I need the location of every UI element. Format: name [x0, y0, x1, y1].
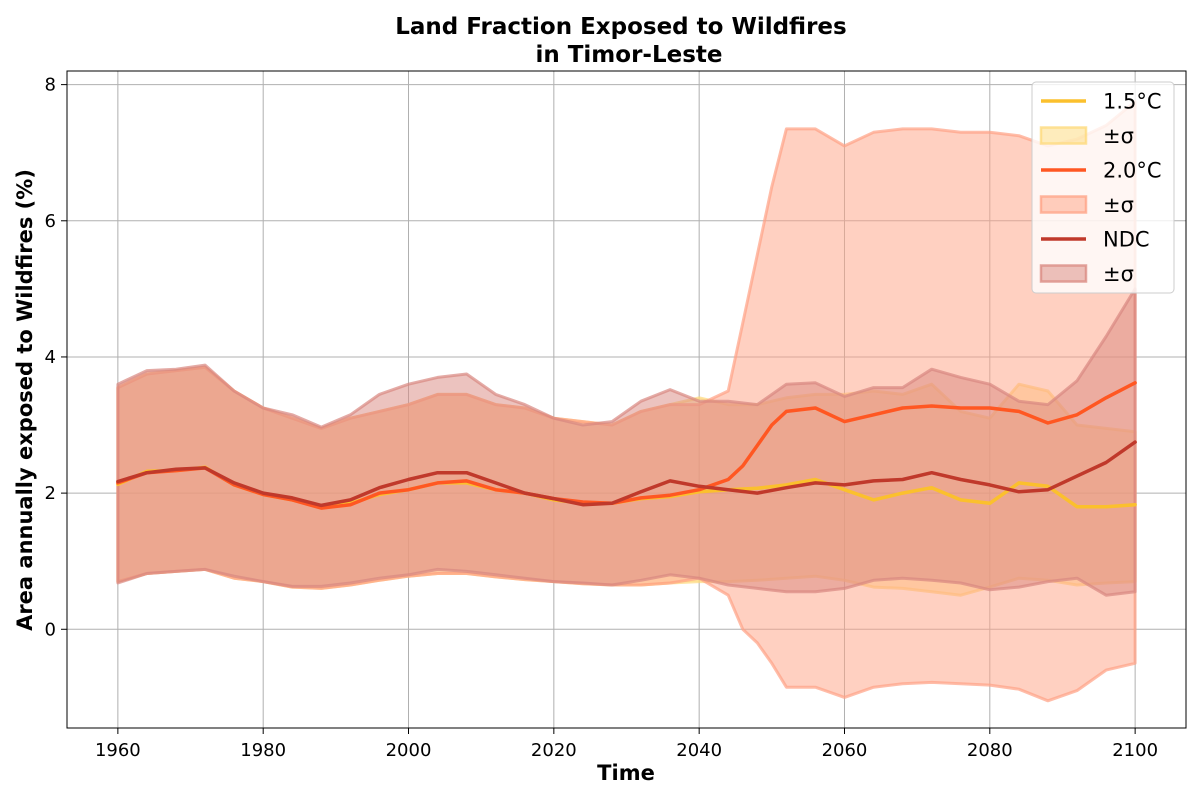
x-tick-label: 2020 — [531, 740, 577, 761]
s20-mean-line — [116, 381, 1137, 510]
legend-label: ±σ — [1103, 262, 1134, 286]
legend-swatch-s15-band — [1039, 126, 1088, 145]
chart-subtitle: in Timor-Leste — [535, 42, 722, 68]
series-lines — [116, 381, 1137, 510]
legend-label: NDC — [1103, 228, 1150, 252]
x-tick-label: 2080 — [967, 740, 1013, 761]
axis-ticks: 1960 1980 2000 2020 2040 2060 2080 2100 0 2 4 6 8 — [45, 75, 1158, 761]
x-tick-label: 2060 — [822, 740, 868, 761]
x-tick-label: 2100 — [1112, 740, 1158, 761]
ndc-mean-line — [116, 440, 1137, 508]
x-tick-label: 2000 — [386, 740, 432, 761]
plot-area — [66, 70, 1187, 729]
y-axis-title: Area annually exposed to Wildfires (%) — [13, 169, 37, 631]
legend-swatch-s20-band — [1039, 195, 1088, 214]
chart-title: Land Fraction Exposed to Wildfires — [395, 14, 846, 40]
y-tick-label: 2 — [45, 483, 56, 504]
uncertainty-bands — [116, 100, 1137, 703]
y-tick-label: 0 — [45, 619, 56, 640]
y-tick-label: 4 — [45, 347, 56, 368]
legend-label: 2.0°C — [1103, 159, 1162, 183]
ndc-band — [116, 287, 1137, 597]
legend-label: ±σ — [1103, 124, 1134, 148]
y-tick-label: 8 — [45, 75, 56, 96]
x-tick-label: 1980 — [240, 740, 286, 761]
legend: 1.5°C ±σ 2.0°C ±σ NDC ±σ — [1031, 81, 1175, 294]
y-tick-label: 6 — [45, 211, 56, 232]
legend-label: ±σ — [1103, 193, 1134, 217]
x-tick-label: 2040 — [676, 740, 722, 761]
legend-swatch-ndc-band — [1039, 264, 1088, 283]
x-tick-label: 1960 — [95, 740, 141, 761]
x-axis-title: Time — [597, 761, 655, 785]
legend-label: 1.5°C — [1103, 90, 1162, 114]
